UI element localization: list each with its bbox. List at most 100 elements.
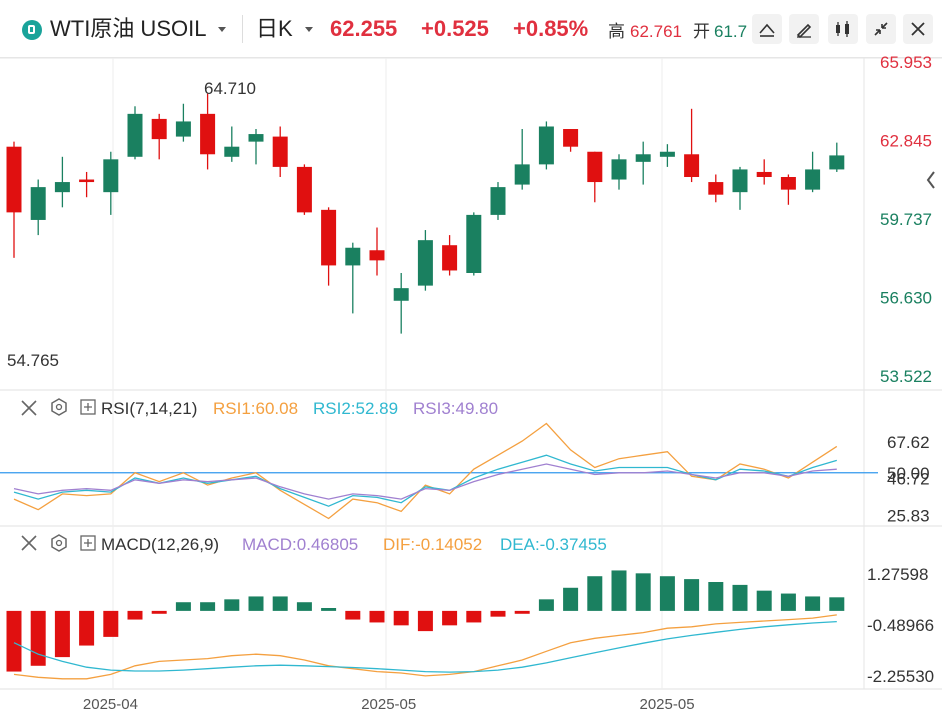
chart-type-icon — [759, 23, 775, 37]
macd-settings-icon[interactable] — [51, 534, 67, 552]
collapse-icon — [874, 22, 888, 36]
close-button[interactable] — [903, 14, 933, 44]
macd-bar — [200, 602, 216, 611]
macd-bar — [103, 610, 119, 637]
candle-body — [611, 159, 627, 180]
candle[interactable] — [780, 174, 796, 205]
candle[interactable] — [684, 108, 700, 183]
macd-add-icon-plus — [84, 539, 92, 547]
candle-body — [466, 214, 482, 273]
candle[interactable] — [54, 156, 70, 208]
rsi-title: RSI(7,14,21) — [101, 399, 197, 418]
candle[interactable] — [30, 179, 46, 236]
high-value: 62.761 — [630, 22, 682, 41]
open-value: 61.7 — [714, 22, 748, 41]
candle[interactable] — [224, 126, 240, 162]
rsi3-line — [13, 463, 837, 500]
rsi1-label: RSI1:60.08 — [213, 399, 298, 418]
dif-line — [13, 614, 837, 680]
rsi-settings-icon[interactable] — [51, 398, 67, 416]
symbol-logo-icon — [22, 20, 42, 40]
candle-body — [151, 118, 167, 140]
period-dropdown-icon[interactable] — [305, 27, 313, 32]
macd-value-label: MACD:0.46805 — [242, 535, 358, 554]
dif-label: DIF:-0.14052 — [383, 535, 482, 554]
macd-bar — [369, 610, 385, 623]
date-tick-label: 2025-04 — [83, 696, 138, 713]
macd-bar — [79, 610, 95, 646]
symbol-dropdown-icon[interactable] — [218, 27, 226, 32]
close-icon — [911, 22, 925, 36]
macd-bar — [780, 593, 796, 611]
macd-bar — [684, 579, 700, 611]
candle-body — [200, 113, 216, 155]
candle-body — [442, 245, 458, 271]
rsi-add-icon[interactable] — [80, 399, 96, 415]
price-tick-label: 59.737 — [880, 210, 932, 229]
candle-body — [103, 159, 119, 193]
candle[interactable] — [103, 151, 119, 215]
candle[interactable] — [563, 129, 579, 152]
candle[interactable] — [514, 129, 530, 190]
macd-bar — [732, 584, 748, 611]
macd-close-icon[interactable] — [21, 535, 37, 551]
candlestick-button[interactable] — [828, 14, 858, 44]
macd-bar — [490, 610, 506, 617]
candle[interactable] — [732, 166, 748, 210]
macd-bar — [248, 596, 264, 611]
candle-body — [514, 164, 530, 185]
macd-bar — [611, 570, 627, 611]
candle[interactable] — [393, 272, 409, 334]
expand-panel-button[interactable] — [921, 160, 941, 200]
draw-button[interactable] — [789, 14, 819, 44]
candle[interactable] — [805, 151, 821, 193]
macd-legend: MACD(12,26,9) MACD:0.46805 DIF:-0.14052 … — [21, 534, 607, 554]
candle[interactable] — [6, 141, 22, 258]
candle[interactable] — [659, 144, 675, 167]
rsi-tick-label: 46.72 — [887, 470, 930, 489]
candle[interactable] — [127, 106, 143, 160]
candle[interactable] — [296, 164, 312, 215]
candle[interactable] — [538, 121, 554, 170]
candle[interactable] — [321, 207, 337, 286]
candle[interactable] — [442, 235, 458, 276]
macd-bar — [708, 582, 724, 611]
candle[interactable] — [200, 93, 216, 170]
price-tick-label: 56.630 — [880, 288, 932, 307]
candle[interactable] — [175, 103, 191, 142]
candle[interactable] — [829, 142, 845, 172]
candle[interactable] — [635, 141, 651, 185]
macd-add-icon[interactable] — [80, 535, 96, 551]
chart-type-button[interactable] — [752, 14, 782, 44]
candle[interactable] — [587, 151, 603, 203]
rsi-settings-icon-center — [55, 403, 63, 411]
candle[interactable] — [611, 154, 627, 190]
macd-bar — [6, 610, 22, 672]
macd-bar — [224, 599, 240, 611]
candle-body — [659, 151, 675, 157]
candle[interactable] — [417, 230, 433, 291]
candle-body — [829, 155, 845, 170]
candle[interactable] — [490, 182, 506, 220]
candle[interactable] — [345, 242, 361, 314]
candle[interactable] — [708, 174, 724, 203]
macd-bar — [635, 573, 651, 611]
candle[interactable] — [466, 212, 482, 276]
high-marker: 64.710 — [204, 79, 256, 98]
rsi-legend: RSI(7,14,21) RSI1:60.08 RSI2:52.89 RSI3:… — [21, 398, 498, 418]
period-selector[interactable]: 日K — [256, 16, 293, 41]
candle[interactable] — [248, 129, 264, 165]
candle[interactable] — [369, 227, 385, 276]
candle[interactable] — [756, 159, 772, 185]
candle[interactable] — [151, 113, 167, 160]
macd-settings-icon-center — [55, 539, 63, 547]
symbol-name[interactable]: WTI原油 USOIL — [50, 16, 207, 41]
candle[interactable] — [79, 171, 95, 198]
rsi-close-icon[interactable] — [21, 400, 37, 416]
header-bar: WTI原油 USOIL 日K 62.255 +0.525 +0.85% 高 62… — [0, 0, 942, 58]
candle[interactable] — [272, 126, 288, 178]
collapse-button[interactable] — [866, 14, 896, 44]
macd-bar — [417, 610, 433, 632]
candle-body — [369, 250, 385, 261]
